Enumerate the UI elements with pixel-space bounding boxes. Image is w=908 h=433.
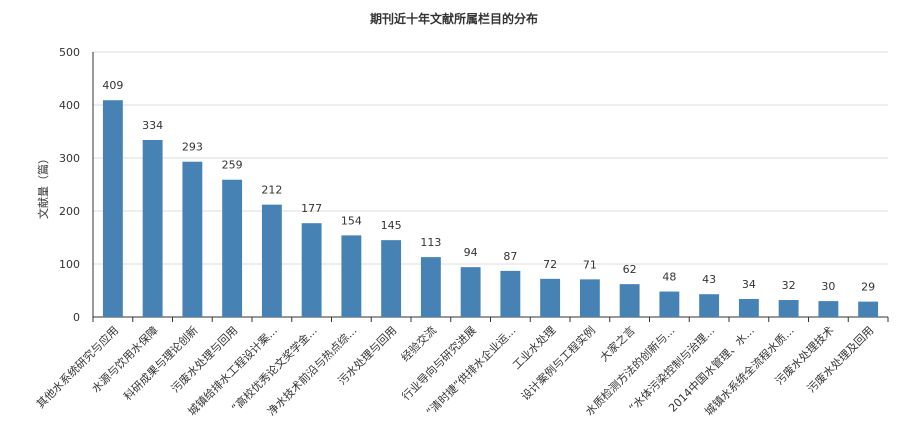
bar[interactable] (619, 284, 640, 317)
bar[interactable] (142, 139, 163, 317)
bar[interactable] (579, 279, 600, 317)
x-tick-label: 污废水处理与回用 (168, 323, 240, 395)
y-tick-label: 500 (59, 46, 80, 59)
value-label: 87 (503, 250, 517, 263)
x-tick-label: 行业导向与研究进展 (399, 323, 479, 403)
bar[interactable] (102, 100, 123, 317)
y-tick-label: 100 (59, 258, 80, 271)
value-labels: 409 334 293 259 212 177 154 145 113 94 87 72 71 62 48 4… (102, 79, 875, 293)
x-tick-label: 设计案例与工程实例 (518, 323, 598, 403)
x-tick-label: 大家之言 (597, 323, 638, 364)
bar[interactable] (858, 301, 879, 317)
x-tick-label: 经验交流 (398, 323, 439, 364)
bars (102, 100, 879, 317)
value-label: 29 (861, 281, 875, 294)
x-tick-label: 水源与饮用水保障 (89, 323, 161, 395)
bar[interactable] (818, 301, 839, 317)
y-axis-label: 文献量（篇） (36, 153, 50, 219)
x-tick-label: 科研成果与理论创新 (121, 323, 201, 403)
bar[interactable] (341, 235, 362, 317)
value-label: 72 (543, 258, 557, 271)
bar[interactable] (500, 270, 521, 317)
gridlines (93, 51, 888, 265)
value-label: 30 (821, 280, 835, 293)
bar[interactable] (420, 257, 441, 317)
value-label: 177 (301, 202, 322, 215)
value-label: 293 (182, 141, 203, 154)
y-tick-label: 400 (59, 99, 80, 112)
bar[interactable] (460, 267, 481, 317)
value-label: 71 (583, 258, 597, 271)
bar[interactable] (261, 204, 282, 317)
y-tick-labels: 0 100 200 300 400 500 (59, 46, 80, 324)
bar[interactable] (301, 223, 322, 317)
value-label: 94 (464, 246, 478, 259)
value-label: 62 (623, 263, 637, 276)
value-label: 154 (341, 214, 362, 227)
value-label: 409 (102, 79, 123, 92)
bar[interactable] (222, 179, 243, 317)
axes (92, 52, 889, 322)
chart-title: 期刊近十年文献所属栏目的分布 (369, 12, 538, 26)
value-label: 259 (222, 159, 243, 172)
value-label: 34 (742, 278, 756, 291)
value-label: 43 (702, 273, 716, 286)
x-tick-label: 污废水处理及回用 (804, 323, 876, 395)
value-label: 48 (662, 271, 676, 284)
y-tick-label: 200 (59, 205, 80, 218)
value-label: 32 (782, 279, 796, 292)
bar[interactable] (659, 291, 680, 317)
bar[interactable] (738, 298, 759, 317)
bar[interactable] (381, 240, 402, 317)
y-tick-label: 0 (73, 311, 80, 324)
value-label: 113 (420, 236, 441, 249)
bar[interactable] (778, 300, 799, 317)
x-tick-labels: 其他水系统研究与应用水源与饮用水保障科研成果与理论创新污废水处理与回用城镇给排水… (33, 323, 876, 418)
bar[interactable] (540, 278, 561, 317)
y-tick-label: 300 (59, 152, 80, 165)
bar[interactable] (182, 161, 203, 317)
value-label: 334 (142, 119, 163, 132)
bar[interactable] (699, 294, 720, 317)
value-label: 145 (381, 219, 402, 232)
value-label: 212 (261, 184, 282, 197)
